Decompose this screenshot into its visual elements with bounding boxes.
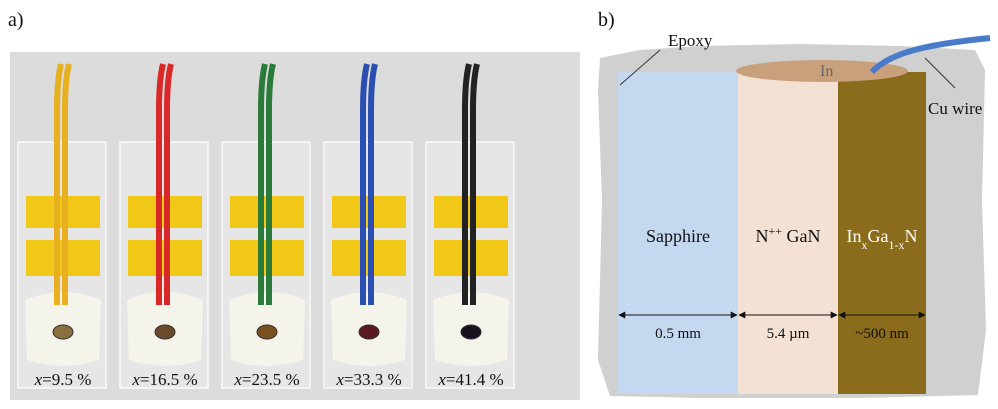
layer-name-part: 1-x [889, 238, 905, 252]
panel-label: b) [598, 9, 615, 31]
layer-name-part: Sapphire [646, 226, 710, 246]
indium-label: In [820, 63, 833, 80]
sample-label: x=23.5 % [233, 370, 299, 389]
layer-name-part: GaN [782, 226, 821, 246]
sample-label: x=16.5 % [131, 370, 197, 389]
figure: a) x=9.5 % x=16.5 % x=23.5 % x=33.3 % x=41.4… [0, 0, 998, 404]
layer-name: Sapphire [646, 226, 710, 246]
layer-name-part: In [847, 226, 862, 246]
sample-dot [461, 325, 481, 339]
layer-name-part: ++ [768, 224, 782, 238]
layer-name-part: N [755, 226, 768, 246]
layer-name-part: Ga [868, 226, 889, 246]
value: =41.4 % [446, 370, 504, 389]
sample-label: x=41.4 % [437, 370, 503, 389]
thickness-label: 5.4 µm [767, 326, 810, 342]
thickness-label: 0.5 mm [655, 326, 701, 342]
value: =16.5 % [140, 370, 198, 389]
layer-name: N++ GaN [755, 224, 820, 246]
sample-dot [359, 325, 379, 339]
sample-dot [53, 325, 73, 339]
value: =9.5 % [42, 370, 91, 389]
value: =33.3 % [344, 370, 402, 389]
value: =23.5 % [242, 370, 300, 389]
panel-label: a) [8, 9, 24, 31]
sample-label: x=33.3 % [335, 370, 401, 389]
thickness-label: ~500 nm [855, 326, 909, 342]
layer-name-part: N [905, 226, 918, 246]
wire-label: Cu wire [928, 99, 982, 118]
epoxy-label: Epoxy [668, 31, 713, 50]
sample-dot [155, 325, 175, 339]
sample-dot [257, 325, 277, 339]
sample-label: x=9.5 % [34, 370, 92, 389]
